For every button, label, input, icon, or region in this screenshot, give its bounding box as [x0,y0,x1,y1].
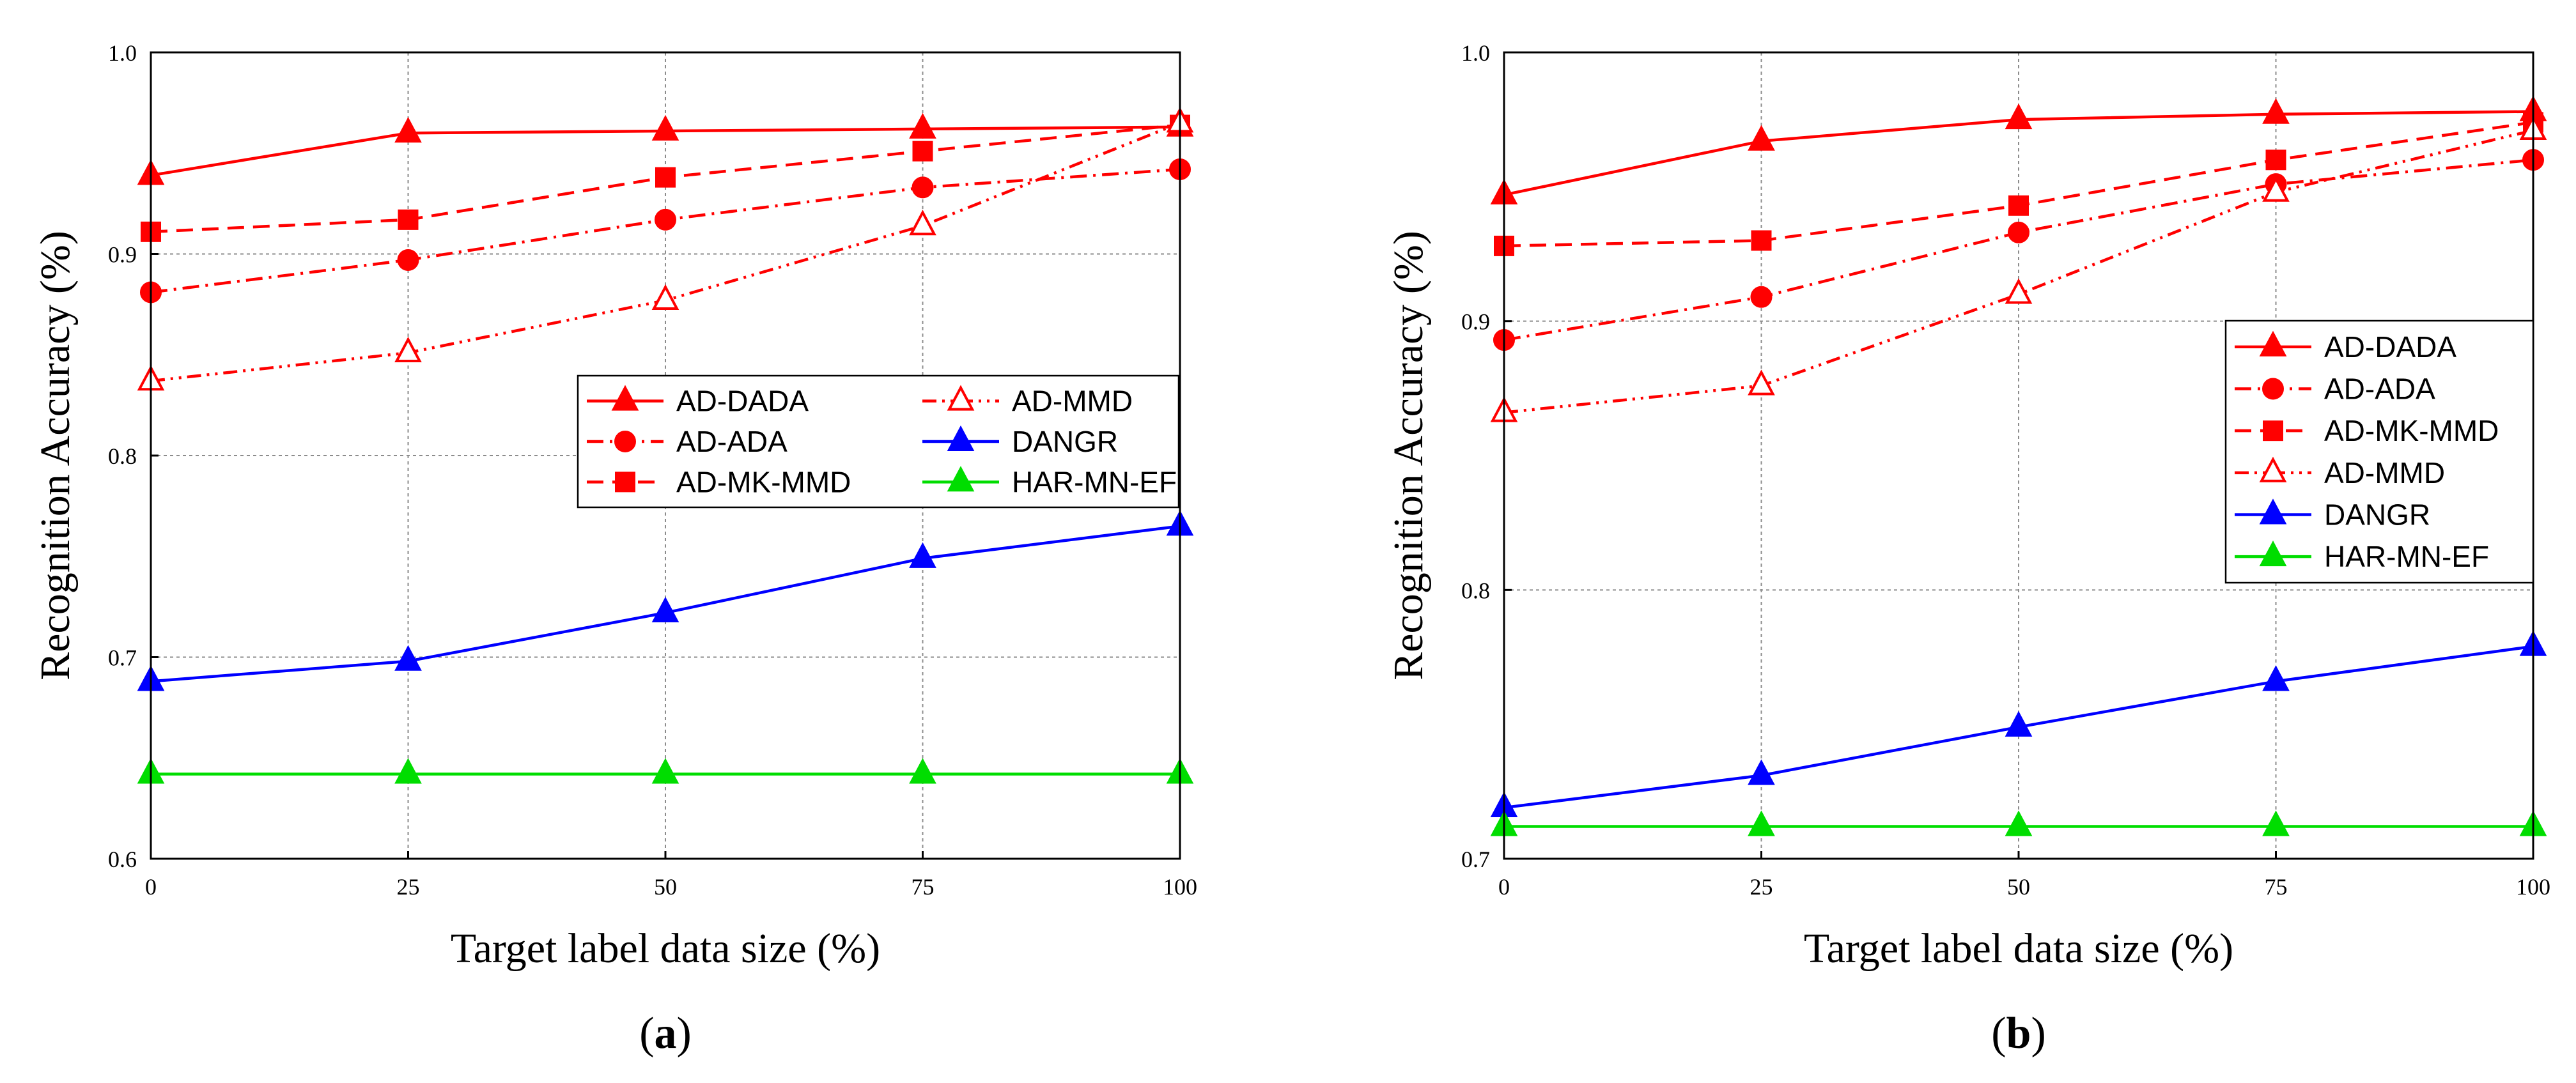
panel-b-legend-marker-ad-mk-mmd [2263,420,2283,442]
panel-a-legend-label-dangr: DANGR [1012,425,1118,458]
panel-b-legend-label-dangr: DANGR [2324,498,2430,532]
panel-a-series-ad-dada-point [651,114,679,141]
panel-a-legend: AD-DADA AD-MMD AD-ADA DANGR AD-MK-MMD HAR-MN-… [577,374,1180,509]
panel-b-legend-label-ad-dada: AD-DADA [2324,330,2456,364]
panel-a-y-axis-label: Recognition Accuracy (%) [32,231,79,680]
panel-a-series-dangr-point [394,645,422,671]
panel-a-legend-label-ad-mk-mmd: AD-MK-MMD [676,465,851,498]
panel-a-series-ad-mmd-point [651,284,679,311]
panel-a-legend-label-har-mn-ef: HAR-MN-EF [1012,465,1177,498]
panel-b-x-axis-label: Target label data size (%) [1804,925,2233,972]
panel-b-x-tick-label: 100 [2516,874,2550,900]
panel-a-series-har-mn-ef-point [651,758,679,784]
panel-a-y-tick-label: 0.8 [108,443,137,469]
panel-b-label: (b) [1991,1009,2046,1058]
panel-b-series-ad-ada-point [1750,286,1773,308]
panel-a-series-ad-mk-mmd-point [398,209,419,230]
panel-a-series-har-mn-ef-point [909,758,936,784]
panel-a-legend-label-ad-ada: AD-ADA [676,425,788,458]
panel-a-series-ad-dada-point [909,112,936,139]
panel-a-series-dangr-point [909,542,936,568]
panel-b-series-ad-mk-mmd-point [2008,195,2029,216]
panel-a-x-tick-label: 25 [397,874,420,900]
panel-b-legend-label-har-mn-ef: HAR-MN-EF [2324,540,2489,573]
panel-a-x-tick-label: 100 [1163,874,1197,900]
panel-b-legend-label-ad-ada: AD-ADA [2324,373,2435,406]
panel-a-legend-box [577,374,1180,509]
panel-b-legend-label-ad-mk-mmd: AD-MK-MMD [2324,414,2499,447]
panel-a-x-tick-label: 0 [145,874,157,900]
panel-a-series-ad-mmd-point [394,336,422,363]
panel-a-legend-marker-ad-mk-mmd [615,472,635,493]
panel-b-legend-label-ad-mmd: AD-MMD [2324,456,2445,489]
panel-a-label: (a) [639,1009,692,1058]
panel-a-y-tick-label: 0.7 [108,645,137,671]
panel-a-legend-marker-ad-mmd [947,385,975,411]
panel-b-y-axis-label: Recognition Accuracy (%) [1385,231,1432,680]
panel-b-legend-marker-har-mn-ef [2259,541,2287,567]
panel-a-legend-marker-ad-ada [614,431,636,452]
panel-b-series-ad-mk-mmd-point [2265,150,2286,171]
panel-b-legend-marker-dangr [2259,498,2287,525]
panel-a-y-tick-label: 0.6 [108,847,137,872]
panel-b-x-tick-label: 75 [2265,874,2288,900]
panel-b-x-tick-label: 0 [1498,874,1510,900]
panel-b-y-tick-label: 0.7 [1461,847,1490,872]
panel-a-legend-label-ad-mmd: AD-MMD [1012,385,1133,418]
panel-b-y-tick-label: 0.8 [1461,578,1490,603]
panel-b-series-dangr-point [2005,710,2033,737]
panel-b-series-ad-mmd-point [2005,278,2033,304]
panel-b-series-har-mn-ef-point [2262,810,2290,836]
panel-a-legend-label-ad-dada: AD-DADA [676,385,809,418]
panel-b-y-tick-label: 0.9 [1461,309,1490,335]
panel-b-series-dangr-point [2262,665,2290,691]
panel-b-series-ad-dada-point [1748,125,1775,151]
panel-a-legend-marker-dangr [947,425,975,451]
panel-b-x-tick-label: 50 [2007,874,2030,900]
panel-a-series-ad-mk-mmd-point [655,167,676,188]
panel-b-series-har-mn-ef-point [1748,810,1775,836]
panel-b-legend-box [2224,319,2534,584]
panel-a-series-har-mn-ef-point [394,758,422,784]
panel-b-legend-marker-ad-dada [2259,330,2287,357]
panel-a-legend-marker-ad-dada [611,385,639,411]
panel-b-legend: AD-DADA AD-ADA AD-MK-MMD AD-MMD DANGR HAR-MN-… [2224,319,2534,584]
panel-b-series-ad-ada-point [2008,221,2029,243]
panel-b-series-ad-mk-mmd-point [1751,230,1772,251]
panel-b-series-ad-dada-point [2262,98,2290,124]
panel-a-series-ad-ada-point [912,176,934,199]
panel-a-x-axis-label: Target label data size (%) [451,925,880,972]
panel-b-series-har-mn-ef-point [2005,810,2033,836]
panel-a-y-tick-label: 1.0 [108,40,137,66]
panel-b-series-ad-mmd-point [1748,369,1775,396]
panel-a-series-ad-mmd-point [909,210,936,236]
panel-a-chart: 0 25 50 75 100 0.6 0.7 0.8 0.9 1.0 Target label da… [32,40,1197,1058]
panel-a-series-ad-mk-mmd-point [912,141,933,162]
panel-a-series-dangr-point [651,596,679,623]
panel-b-legend-marker-ad-ada [2262,378,2284,400]
panel-a-series-ad-ada-point [397,249,419,271]
panel-b-series-dangr-point [1748,759,1775,785]
panel-b-chart: 0 25 50 75 100 0.7 0.8 0.9 1.0 Target label data … [1385,40,2550,1058]
panel-b-series-ad-dada-point [2005,104,2033,130]
panel-a-x-tick-label: 50 [654,874,677,900]
panel-b-series-ad-mmd-point [2262,176,2290,202]
panel-a-series-ad-ada-point [655,208,676,231]
panel-b-legend-marker-ad-mmd [2259,456,2287,482]
panel-a-series-ad-dada-point [394,117,422,143]
panel-a-x-tick-label: 75 [912,874,935,900]
panel-b-x-tick-label: 25 [1750,874,1773,900]
panel-a-y-tick-label: 0.9 [108,242,137,268]
panel-b-y-tick-label: 1.0 [1461,40,1490,66]
panel-a-legend-marker-har-mn-ef [947,466,975,492]
